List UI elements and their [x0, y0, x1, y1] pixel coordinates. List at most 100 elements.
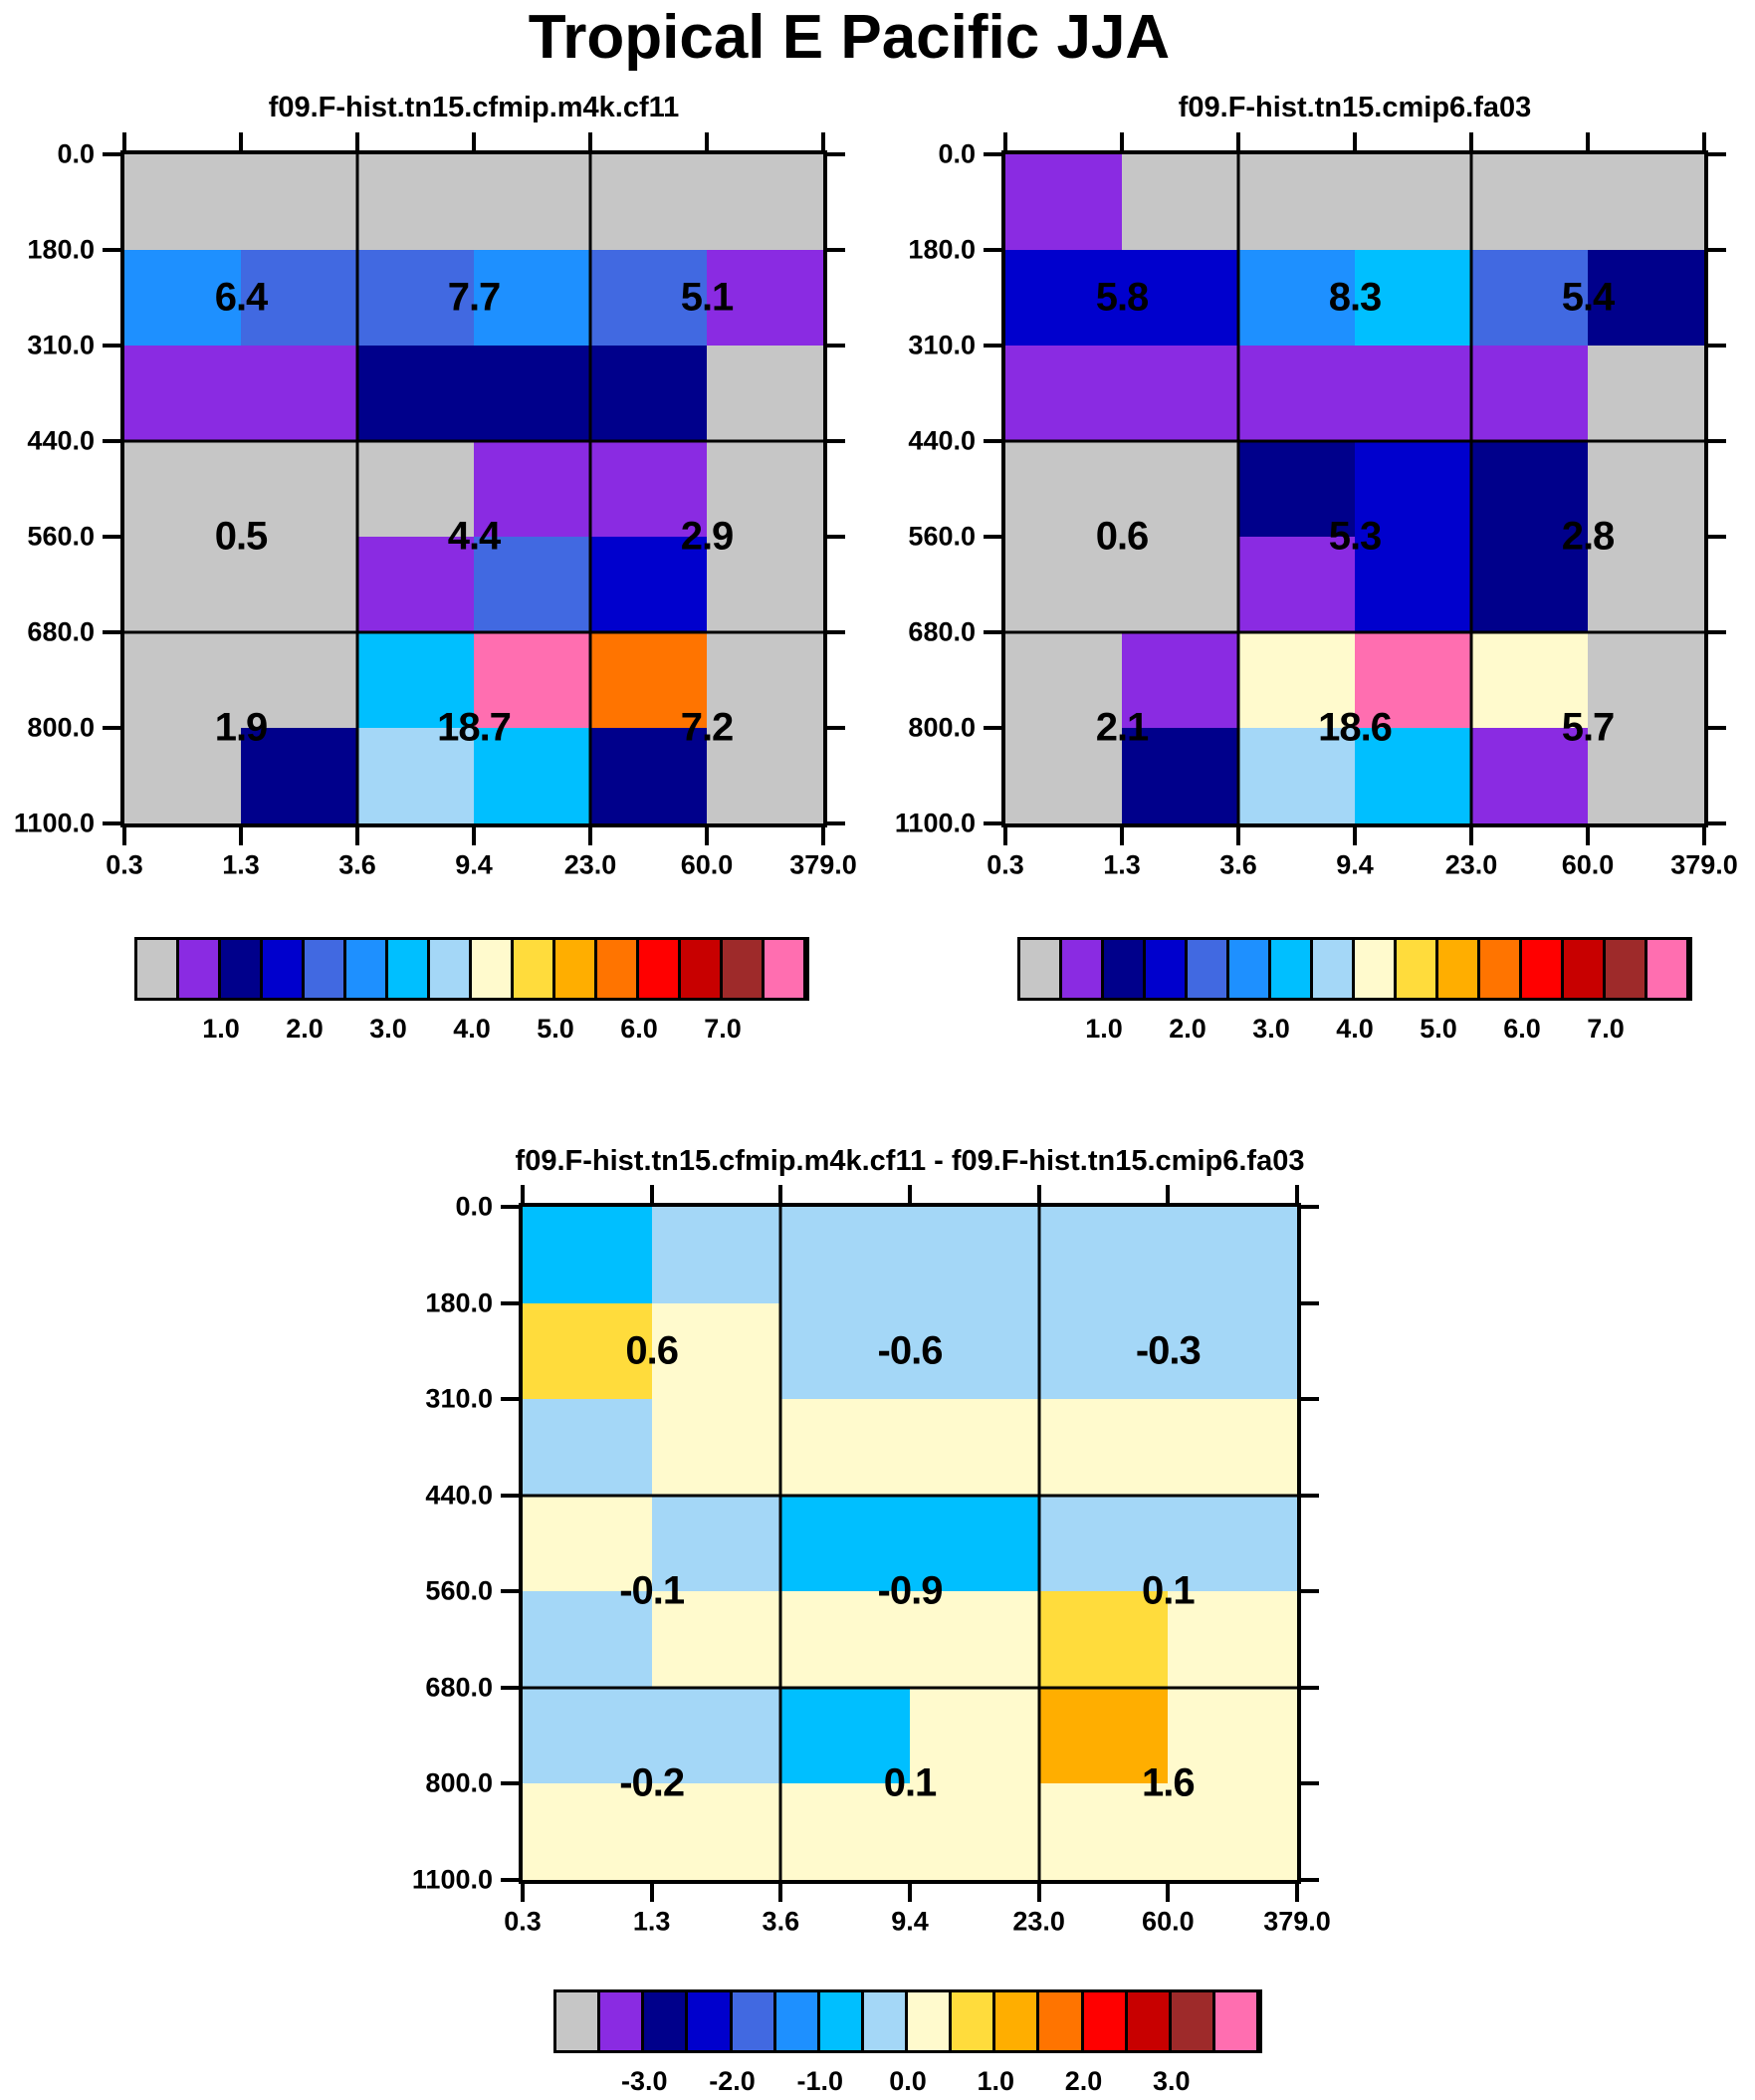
- heatmap-cell-r5c2: [357, 632, 474, 728]
- colorbar-swatch-orange: [1438, 940, 1480, 998]
- colorbar-swatch-brown: [1606, 940, 1647, 998]
- heatmap-cell-r0c2: [357, 154, 474, 250]
- colorbar-swatch-darkred: [1564, 940, 1606, 998]
- heatmap-cell-r5c0: [1005, 632, 1122, 728]
- colorbar-tick-label: 4.0: [1336, 1014, 1374, 1044]
- heatmap-cell-r2c4: [1038, 1399, 1169, 1496]
- x-axis-tick: [1036, 1884, 1041, 1902]
- y-axis-tick: [103, 630, 120, 634]
- x-axis-tick: [355, 132, 359, 150]
- colorbar-swatch-darkorange: [1480, 940, 1522, 998]
- heatmap-panel-top-right: 0.0 180.0 310.0 440.0 560.0 680.0 800.0 1100.0 0…: [895, 132, 1738, 880]
- colorbar-tick-label: 1.0: [1085, 1014, 1123, 1044]
- heatmap-cell-r3c3: [1355, 441, 1471, 537]
- heatmap-cell-r1c5: [1588, 250, 1704, 346]
- heatmap-cell-r6c3: [1355, 728, 1471, 823]
- heatmap-cell-r4c1: [651, 1591, 781, 1688]
- x-axis-tick-label: 9.4: [455, 849, 493, 880]
- heatmap-cell-r5c1: [651, 1687, 781, 1784]
- y-axis-tick-label: 680.0: [27, 616, 95, 647]
- colorbar-swatch-red: [1083, 1992, 1128, 2050]
- heatmap-cell-r0c0: [523, 1207, 652, 1303]
- colorbar-difference: -3.0 -2.0 -1.0 0.0 1.0 2.0 3.0: [553, 1989, 1262, 2096]
- x-axis-tick: [1702, 132, 1706, 150]
- colorbar-tick-label: 5.0: [1420, 1014, 1457, 1044]
- heatmap-cell-r1c5: [1168, 1302, 1297, 1400]
- heatmap-cell-r3c0: [1005, 441, 1122, 537]
- colorbar-swatch-pale: [1313, 940, 1355, 998]
- colorbar-swatch-navy: [644, 1992, 689, 2050]
- heatmap-cell-r2c3: [1355, 346, 1471, 441]
- y-axis-tick: [1301, 1300, 1319, 1305]
- heatmap-cell-r6c1: [651, 1783, 781, 1880]
- heatmap-cells: [1005, 154, 1704, 823]
- x-axis-tick: [821, 132, 825, 150]
- y-axis-tick-label: 0.0: [938, 138, 976, 169]
- block-value-label: 0.6: [625, 1328, 679, 1373]
- heatmap-cell-r0c5: [1168, 1207, 1297, 1303]
- x-axis-tick: [521, 1884, 525, 1902]
- heatmap-cell-r5c2: [1238, 632, 1355, 728]
- block-value-label: 5.4: [1561, 275, 1616, 320]
- heatmap-cell-r5c5: [707, 632, 823, 728]
- y-axis-tick: [1708, 344, 1726, 348]
- colorbar-swatch-deepsky: [388, 940, 430, 998]
- heatmap-cell-r3c2: [780, 1495, 910, 1592]
- heatmap-cell-r5c3: [910, 1687, 1039, 1784]
- heatmap-cell-r6c0: [1005, 728, 1122, 823]
- y-axis-tick-label: 560.0: [27, 521, 95, 552]
- x-axis-tick: [355, 827, 359, 845]
- heatmap-cell-r3c5: [707, 441, 823, 537]
- y-axis-tick: [1301, 1397, 1319, 1402]
- colorbar-swatch-purple: [1062, 940, 1104, 998]
- heatmap-cells: [124, 154, 823, 823]
- heatmap-cell-r6c4: [1038, 1783, 1169, 1880]
- heatmap-cell-r6c2: [780, 1783, 910, 1880]
- heatmap-cell-r5c3: [1355, 632, 1471, 728]
- block-value-label: 18.7: [437, 705, 512, 750]
- y-axis-tick: [1301, 1878, 1319, 1882]
- x-axis-tick-label: 379.0: [1670, 849, 1738, 880]
- heatmap-cell-r2c0: [124, 346, 241, 441]
- block-value-label: -0.6: [877, 1328, 944, 1373]
- x-axis-tick: [649, 1884, 654, 1902]
- y-axis-tick-label: 1100.0: [894, 808, 976, 838]
- heatmap-cell-r4c4: [1038, 1591, 1169, 1688]
- colorbar-swatch-pink: [765, 940, 806, 998]
- colorbar-swatch-gold: [952, 1992, 996, 2050]
- heatmap-cell-r2c1: [651, 1399, 781, 1496]
- colorbar-swatch-deepsky: [819, 1992, 864, 2050]
- y-axis-tick-label: 1100.0: [411, 1864, 493, 1895]
- y-axis-tick: [501, 1685, 519, 1690]
- block-divider-horizontal: [523, 1494, 1297, 1498]
- heatmap-cell-r2c2: [357, 346, 474, 441]
- heatmap-cell-r5c4: [590, 632, 707, 728]
- heatmap-cells: [523, 1207, 1297, 1880]
- y-axis-tick: [501, 1493, 519, 1498]
- colorbar-swatch-cream: [472, 940, 514, 998]
- x-axis-tick-label: 1.3: [222, 849, 260, 880]
- y-axis-tick-label: 800.0: [27, 712, 95, 743]
- x-axis-tick: [1469, 132, 1473, 150]
- y-axis-tick: [1708, 535, 1726, 539]
- heatmap-cell-r3c2: [357, 441, 474, 537]
- y-axis-tick-label: 310.0: [27, 330, 95, 360]
- y-axis-tick-label: 180.0: [908, 234, 976, 265]
- heatmap-cell-r1c4: [1038, 1302, 1169, 1400]
- colorbar-tick-label: 1.0: [202, 1014, 240, 1044]
- block-value-label: 8.3: [1328, 275, 1383, 320]
- colorbar-swatch-purple: [179, 940, 221, 998]
- y-axis-tick: [984, 248, 1001, 252]
- colorbar-swatch-gold: [514, 940, 555, 998]
- block-value-label: 7.7: [447, 275, 502, 320]
- heatmap-cell-r0c3: [910, 1207, 1039, 1303]
- block-value-label: 5.1: [680, 275, 735, 320]
- y-axis-tick-label: 440.0: [27, 425, 95, 456]
- heatmap-cell-r2c5: [1168, 1399, 1297, 1496]
- y-axis-tick: [103, 248, 120, 252]
- colorbar-swatch-gray: [137, 940, 179, 998]
- x-axis-tick: [239, 132, 243, 150]
- block-value-label: 1.9: [214, 705, 269, 750]
- heatmap-cell-r0c4: [590, 154, 707, 250]
